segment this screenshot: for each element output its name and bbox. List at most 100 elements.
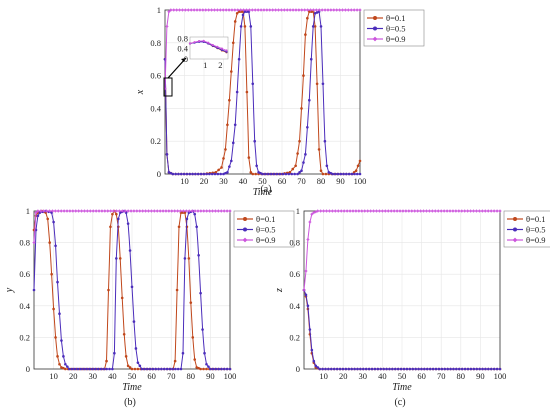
data-point bbox=[300, 169, 303, 173]
x-tick-label: 10 bbox=[180, 176, 189, 186]
inset-y-tick-label: 0.8 bbox=[177, 33, 188, 43]
data-point bbox=[216, 172, 220, 176]
data-point bbox=[256, 8, 260, 12]
data-point bbox=[257, 171, 260, 174]
data-point bbox=[339, 172, 343, 176]
inset-data-point bbox=[216, 45, 219, 48]
data-point bbox=[205, 172, 208, 176]
x-tick-label: 40 bbox=[239, 176, 248, 186]
data-point bbox=[410, 209, 414, 213]
legend-label: θ=0.1 bbox=[526, 214, 546, 224]
data-point bbox=[224, 148, 227, 151]
data-point bbox=[171, 367, 174, 371]
data-point bbox=[327, 171, 331, 174]
zoom-arrowhead bbox=[181, 58, 186, 62]
data-point bbox=[268, 8, 272, 12]
data-point bbox=[298, 171, 301, 174]
data-point bbox=[413, 209, 417, 213]
legend-label: θ=0.5 bbox=[386, 24, 406, 34]
data-point bbox=[408, 367, 412, 371]
data-point bbox=[331, 172, 335, 176]
data-point bbox=[151, 367, 155, 371]
inset-data-point bbox=[193, 41, 196, 44]
data-point bbox=[204, 8, 208, 12]
data-point bbox=[290, 172, 294, 176]
data-point bbox=[201, 8, 205, 12]
data-point bbox=[267, 172, 270, 176]
inset-y-tick-label: 0.4 bbox=[177, 44, 188, 54]
data-point bbox=[48, 241, 51, 244]
data-point bbox=[306, 237, 310, 242]
data-point bbox=[235, 11, 239, 15]
x-tick-label: 20 bbox=[69, 371, 78, 381]
data-point bbox=[442, 209, 446, 213]
x-tick-label: 90 bbox=[476, 371, 485, 381]
data-point bbox=[56, 209, 60, 213]
data-point bbox=[226, 171, 229, 174]
data-point bbox=[247, 8, 252, 12]
data-point bbox=[233, 20, 237, 23]
data-point bbox=[355, 8, 359, 12]
data-point bbox=[393, 367, 397, 371]
data-point bbox=[296, 172, 299, 176]
data-point bbox=[395, 209, 399, 213]
data-point bbox=[195, 225, 198, 229]
data-point bbox=[294, 8, 298, 12]
data-point bbox=[195, 8, 199, 12]
data-point bbox=[238, 8, 243, 12]
legend-label: θ=0.9 bbox=[256, 235, 276, 245]
y-tick-label: 0.8 bbox=[19, 238, 30, 248]
data-point bbox=[161, 209, 165, 213]
data-point bbox=[85, 367, 88, 371]
data-point bbox=[210, 172, 214, 176]
data-point bbox=[309, 57, 313, 61]
data-point bbox=[111, 209, 116, 213]
data-point bbox=[478, 367, 481, 371]
x-tick-label: 20 bbox=[339, 371, 348, 381]
inset-data-point bbox=[188, 42, 192, 45]
data-point bbox=[340, 8, 345, 12]
data-point bbox=[82, 209, 87, 213]
data-point bbox=[148, 367, 152, 371]
data-point bbox=[398, 209, 402, 213]
data-point bbox=[357, 209, 361, 213]
data-point bbox=[245, 90, 249, 94]
inset-data-point bbox=[225, 49, 228, 52]
data-point bbox=[300, 8, 304, 12]
data-point bbox=[179, 367, 183, 371]
x-tick-label: 100 bbox=[224, 371, 237, 381]
data-point bbox=[363, 209, 367, 213]
data-point bbox=[358, 159, 362, 163]
data-point bbox=[180, 8, 185, 12]
data-point bbox=[306, 16, 309, 20]
data-point bbox=[233, 8, 237, 12]
data-point bbox=[213, 209, 218, 213]
data-point bbox=[196, 209, 200, 213]
data-point bbox=[316, 209, 320, 213]
data-point bbox=[202, 367, 205, 371]
data-point bbox=[154, 367, 158, 371]
legend-label: θ=0.9 bbox=[526, 235, 546, 245]
data-point bbox=[223, 367, 226, 371]
data-point bbox=[468, 209, 473, 213]
legend-label: θ=0.5 bbox=[256, 225, 276, 235]
data-point bbox=[346, 8, 351, 12]
data-point bbox=[124, 355, 128, 358]
data-point bbox=[50, 209, 55, 213]
data-point bbox=[183, 8, 188, 12]
x-tick-label: 30 bbox=[219, 176, 228, 186]
legend-label: θ=0.1 bbox=[386, 13, 406, 23]
data-point bbox=[32, 240, 36, 245]
data-point bbox=[115, 212, 118, 216]
data-point bbox=[128, 249, 132, 252]
data-point bbox=[202, 172, 206, 176]
data-point bbox=[201, 328, 204, 331]
data-point bbox=[85, 209, 90, 213]
data-point bbox=[273, 8, 278, 12]
y-tick-label: 1 bbox=[26, 206, 30, 216]
x-tick-label: 70 bbox=[297, 176, 306, 186]
data-point bbox=[420, 367, 423, 371]
data-point bbox=[388, 367, 391, 371]
x-tick-label: 10 bbox=[49, 371, 58, 381]
data-point bbox=[469, 367, 473, 371]
